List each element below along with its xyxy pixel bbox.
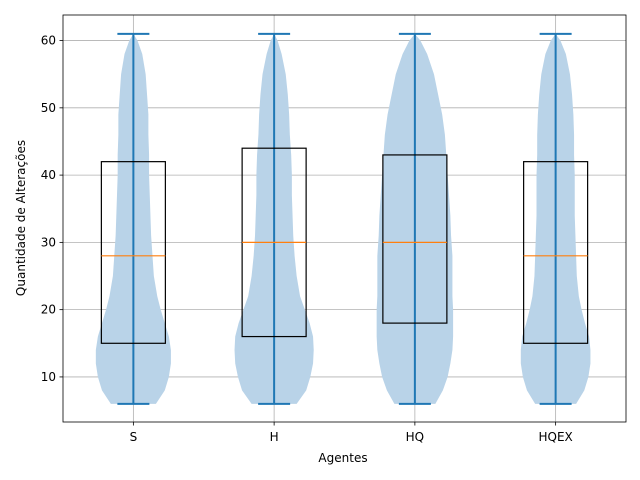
x-tick-label: HQ xyxy=(406,430,424,444)
x-tick-label: HQEX xyxy=(538,430,572,444)
boxplots xyxy=(100,147,589,344)
y-tick-label: 30 xyxy=(41,235,56,249)
y-tick-label: 40 xyxy=(41,168,56,182)
y-tick-label: 20 xyxy=(41,303,56,317)
box-iqr xyxy=(100,161,166,344)
y-tick-label: 50 xyxy=(41,101,56,115)
box-iqr xyxy=(523,161,589,344)
y-axis-label: Quantidade de Alterações xyxy=(14,140,28,296)
x-tick-label: H xyxy=(270,430,279,444)
axes: 10 20 30 40 50 60 S H HQ HQEX xyxy=(41,14,627,444)
x-axis-label: Agentes xyxy=(318,451,367,465)
violins xyxy=(95,32,591,405)
x-tick-label: S xyxy=(130,430,138,444)
box-iqr xyxy=(382,154,448,324)
plot-frame xyxy=(62,14,627,423)
y-tick-label: 10 xyxy=(41,370,56,384)
y-tick-label: 60 xyxy=(41,34,56,48)
